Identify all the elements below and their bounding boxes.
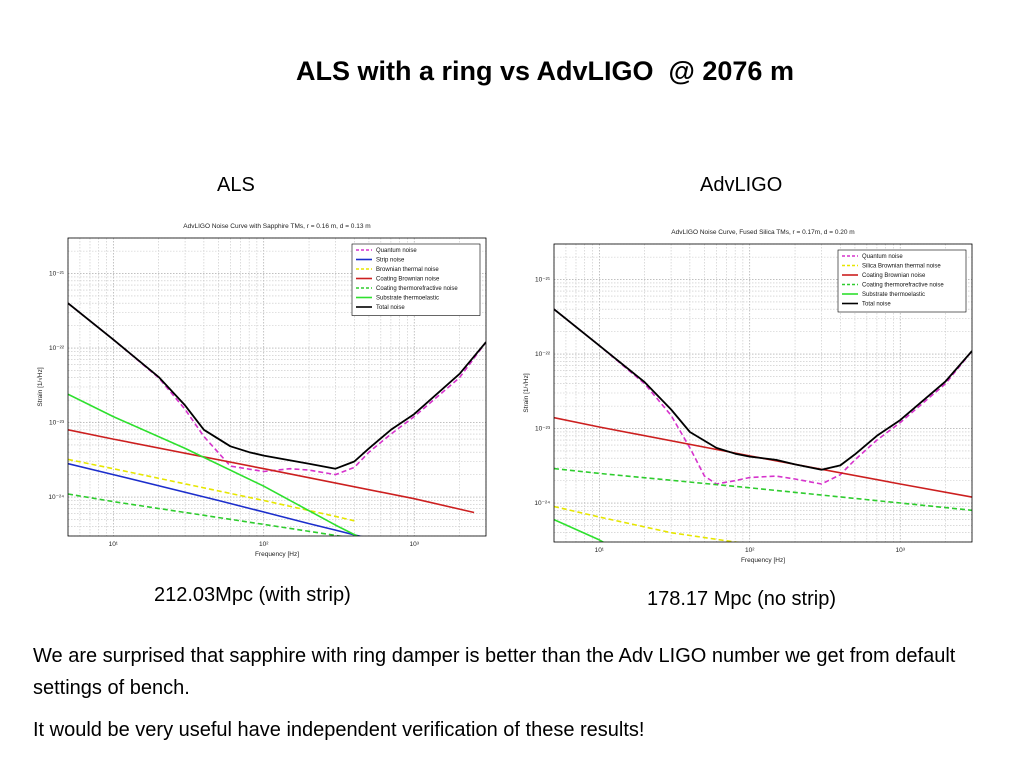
slide-title: ALS with a ring vs AdvLIGO @ 2076 m xyxy=(296,56,794,86)
paragraph-surprise: We are surprised that sapphire with ring… xyxy=(33,645,956,699)
x-tick-label: 10³ xyxy=(410,541,420,548)
series-substrate-thermoelastic xyxy=(68,393,359,536)
legend-label: Total noise xyxy=(376,305,405,311)
y-tick-label: 10⁻²⁴ xyxy=(534,500,550,507)
x-tick-label: 10¹ xyxy=(109,541,119,548)
advligo-range-result: 178.17 Mpc (no strip) xyxy=(647,588,836,610)
legend-label: Coating Brownian noise xyxy=(376,277,440,283)
series-silica-brownian-thermal-noise xyxy=(554,505,741,542)
legend-box xyxy=(351,243,481,316)
x-tick-label: 10² xyxy=(259,541,269,548)
series-quantum-noise xyxy=(68,302,486,476)
y-axis-label: Strain [1/√Hz] xyxy=(522,373,530,413)
series-total-noise xyxy=(554,308,972,471)
plot-frame xyxy=(67,237,487,537)
legend-box xyxy=(837,249,967,313)
legend-label: Coating thermorefractive noise xyxy=(862,283,944,289)
series-strip-noise xyxy=(68,462,363,536)
y-tick-label: 10⁻²⁴ xyxy=(48,494,64,501)
chart-title: AdvLIGO Noise Curve with Sapphire TMs, r… xyxy=(183,223,370,230)
legend-label: Quantum noise xyxy=(376,248,417,254)
legend-label: Silica Brownian thermal noise xyxy=(862,264,941,270)
x-axis-label: Frequency [Hz] xyxy=(255,551,299,558)
legend-label: Brownian thermal noise xyxy=(376,267,439,273)
advligo-label: AdvLIGO xyxy=(700,174,783,196)
legend-label: Quantum noise xyxy=(862,254,903,260)
series-brownian-thermal-noise xyxy=(68,458,355,522)
legend-label: Substrate thermoelastic xyxy=(862,292,925,298)
paragraph-verification: It would be very useful have independent… xyxy=(33,719,645,741)
y-tick-label: 10⁻²¹ xyxy=(535,277,551,284)
legend-label: Coating Brownian noise xyxy=(862,273,926,279)
x-tick-label: 10² xyxy=(745,547,755,554)
x-tick-label: 10³ xyxy=(896,547,906,554)
advligo-noise-chart: AdvLIGO Noise Curve, Fused Silica TMs, r… xyxy=(522,229,973,564)
legend-label: Strip noise xyxy=(376,258,405,264)
als-label: ALS xyxy=(217,174,255,196)
legend: Quantum noise Silica Brownian thermal noi… xyxy=(837,249,967,313)
series-coating-thermorefractive-noise xyxy=(554,467,972,512)
y-tick-label: 10⁻²³ xyxy=(535,426,551,433)
legend-label: Total noise xyxy=(862,302,891,308)
legend-label: Substrate thermoelastic xyxy=(376,296,439,302)
x-tick-label: 10¹ xyxy=(595,547,605,554)
plot-frame xyxy=(553,243,973,543)
y-tick-label: 10⁻²¹ xyxy=(49,271,65,278)
legend: Quantum noise Strip noise Brownian thermal… xyxy=(351,243,481,316)
series-substrate-thermoelastic xyxy=(554,518,605,542)
als-noise-chart: AdvLIGO Noise Curve with Sapphire TMs, r… xyxy=(36,223,487,558)
series-coating-brownian-noise xyxy=(68,429,475,514)
y-tick-label: 10⁻²³ xyxy=(49,420,65,427)
als-range-result: 212.03Mpc (with strip) xyxy=(154,584,351,606)
legend-label: Coating thermorefractive noise xyxy=(376,286,458,292)
series-total-noise xyxy=(68,302,486,470)
y-tick-label: 10⁻²² xyxy=(535,351,551,358)
y-axis-label: Strain [1/√Hz] xyxy=(36,367,44,407)
x-axis-label: Frequency [Hz] xyxy=(741,557,785,564)
series-quantum-noise xyxy=(554,308,972,485)
y-tick-label: 10⁻²² xyxy=(49,345,65,352)
chart-title: AdvLIGO Noise Curve, Fused Silica TMs, r… xyxy=(671,229,854,236)
